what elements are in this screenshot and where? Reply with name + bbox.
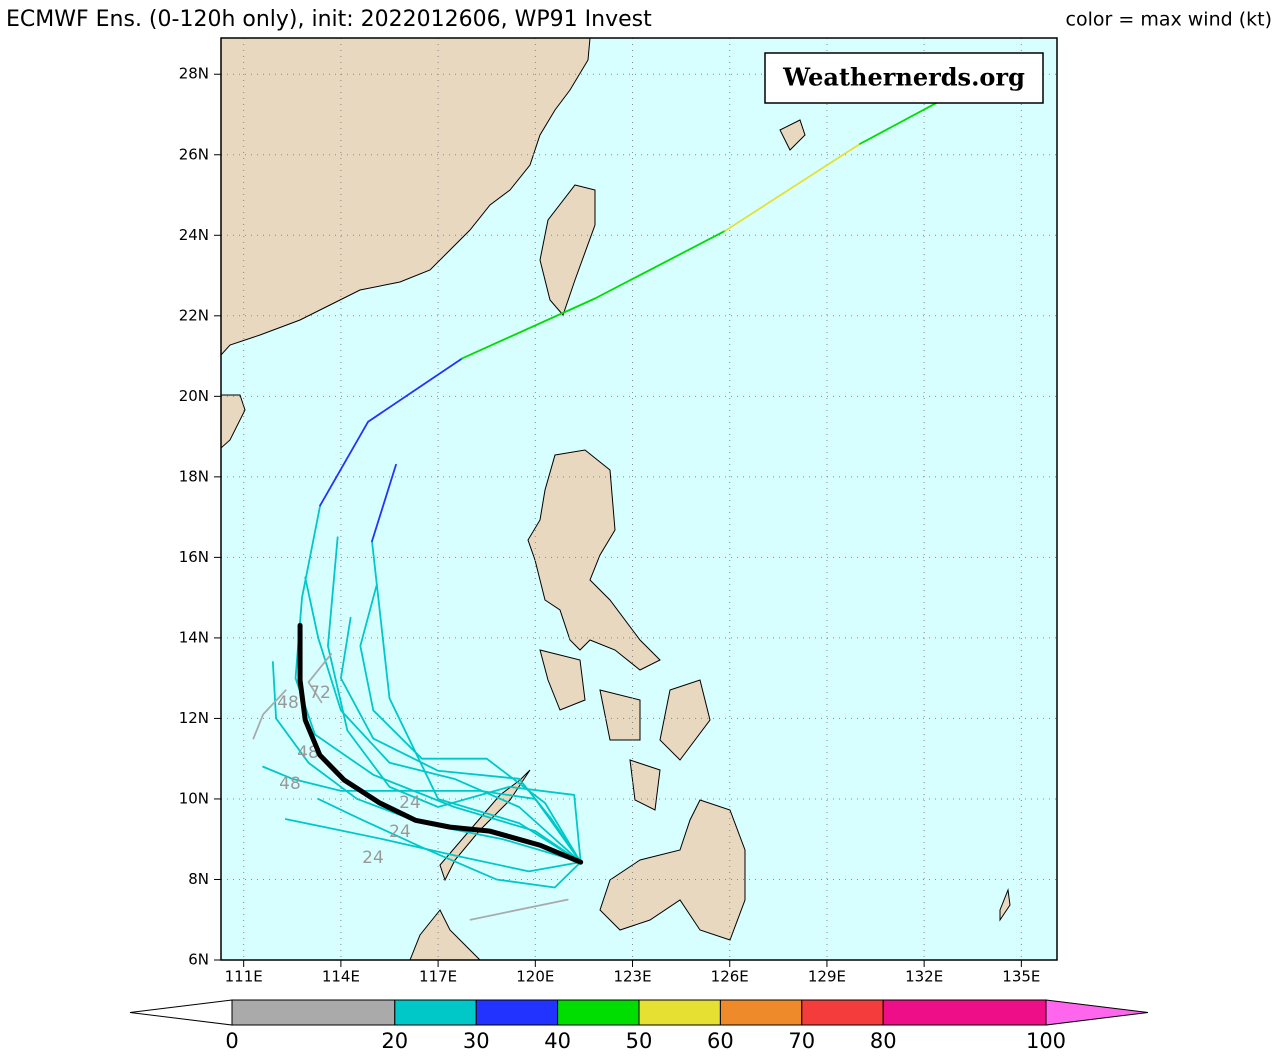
watermark-box [764, 52, 1044, 104]
y-tick-label: 12N [179, 709, 209, 727]
y-tick-label: 26N [179, 145, 209, 163]
track-label: 48 [297, 743, 319, 763]
track [252, 689, 287, 740]
track [271, 661, 582, 864]
colorbar-over [1045, 999, 1149, 1026]
colorbar-segment [638, 999, 721, 1026]
y-tick-label: 20N [179, 387, 209, 405]
land [221, 38, 1011, 960]
colorbar-segment [475, 999, 559, 1026]
y-tick-label: 22N [179, 306, 209, 324]
colorbar-segment [801, 999, 884, 1026]
y-tick-label: 18N [179, 467, 209, 485]
colorbar-tick-label: 20 [381, 1029, 408, 1053]
track [371, 540, 582, 864]
y-tick-label: 28N [179, 65, 209, 83]
y-tick-label: 10N [179, 789, 209, 807]
track [307, 653, 333, 704]
frame [220, 37, 1058, 961]
x-tick-label: 114E [322, 968, 360, 986]
colorbar-tick-label: 30 [463, 1029, 490, 1053]
colorbar-segment [394, 999, 477, 1026]
colorbar-tick-label: 60 [707, 1029, 734, 1053]
y-tick-label: 6N [188, 951, 209, 969]
track-label: 24 [362, 848, 384, 868]
track [359, 584, 582, 864]
x-tick-label: 132E [905, 968, 943, 986]
track [319, 357, 463, 507]
track [317, 798, 582, 889]
y-tick-label: 14N [179, 628, 209, 646]
y-tick-label: 8N [188, 870, 209, 888]
x-tick-label: 120E [516, 968, 554, 986]
watermark: Weathernerds.org [782, 63, 1025, 92]
track-labels: 72 48 48 48 24 24 24 [277, 683, 421, 868]
x-tick-label: 123E [613, 968, 651, 986]
track-label: 24 [399, 793, 421, 813]
x-tick-label: 111E [225, 968, 263, 986]
track-label: 48 [277, 693, 299, 713]
track-label: 24 [389, 822, 411, 842]
mean-track [297, 622, 584, 865]
colorbar-tick-label: 100 [1026, 1029, 1066, 1053]
track-label: 48 [279, 774, 301, 794]
track [294, 504, 582, 864]
track [371, 463, 397, 543]
colorbar-tick-label: 80 [870, 1029, 897, 1053]
track [859, 99, 942, 145]
track [304, 576, 582, 864]
track [469, 898, 569, 921]
track-label: 72 [309, 683, 331, 703]
colorbar-segment [719, 999, 803, 1026]
colorbar-tick-label: 50 [626, 1029, 653, 1053]
colorbar-tick-label: 70 [788, 1029, 815, 1053]
colorbar-segment [231, 999, 396, 1026]
track [461, 229, 727, 360]
x-tick-label: 117E [419, 968, 457, 986]
track [284, 818, 582, 873]
colorbar-under [129, 999, 233, 1026]
colorbar-segment [882, 999, 1047, 1026]
colorbar-segment [557, 999, 640, 1026]
x-tick-label: 129E [808, 968, 846, 986]
track [339, 616, 582, 864]
x-tick-label: 135E [1002, 968, 1040, 986]
track [327, 536, 582, 864]
y-tick-label: 24N [179, 226, 209, 244]
colorbar-tick-label: 0 [225, 1029, 238, 1053]
colorbar-tick-label: 40 [544, 1029, 571, 1053]
legend-title: color = max wind (kt) [1066, 9, 1272, 31]
y-tick-label: 16N [179, 548, 209, 566]
chart-title: ECMWF Ens. (0-120h only), init: 20220126… [6, 7, 652, 32]
track [724, 142, 861, 232]
x-tick-label: 126E [711, 968, 749, 986]
